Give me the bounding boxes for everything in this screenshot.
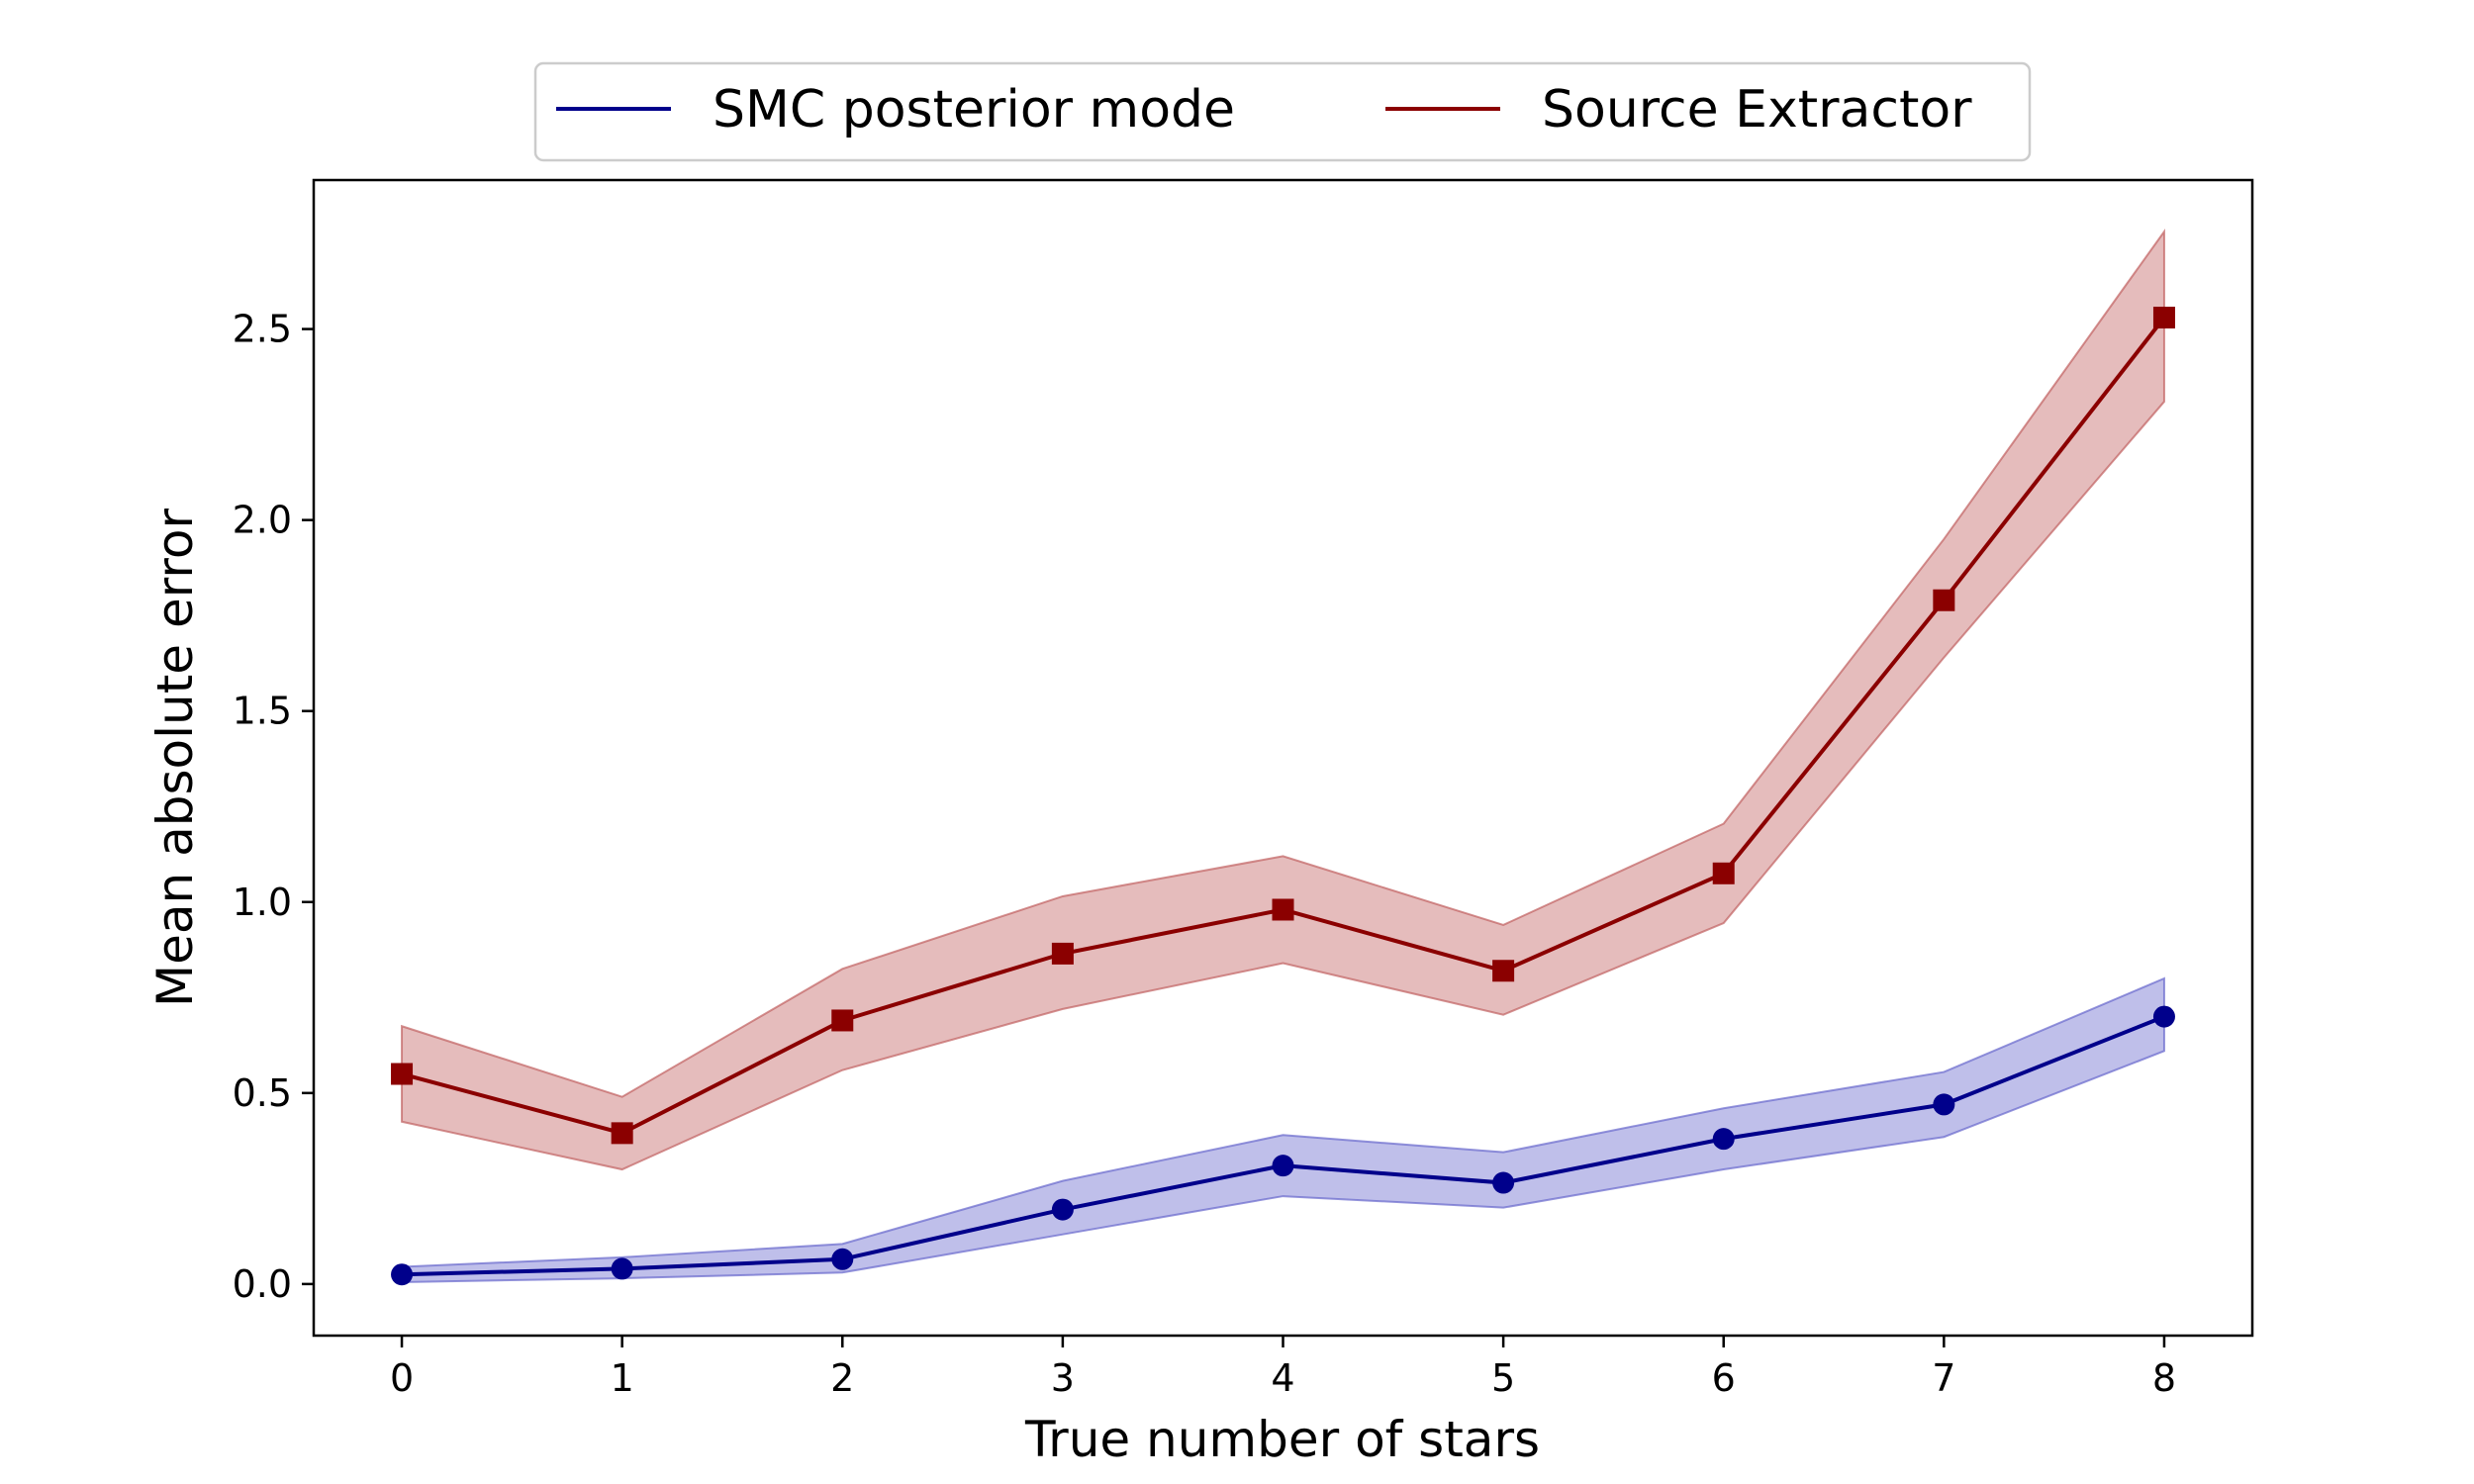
band-smc: [401, 976, 2165, 1283]
band-source-extractor: [401, 229, 2165, 1171]
point-source-extractor: [1272, 898, 1294, 921]
legend-label-smc: SMC posterior mode: [713, 80, 1235, 139]
x-tick-label: 3: [1051, 1356, 1075, 1400]
plot-area: [312, 178, 2254, 1338]
confidence-bands: [401, 229, 2165, 1283]
x-tick-label: 7: [1932, 1356, 1955, 1400]
y-tick-label: 2.0: [233, 499, 292, 542]
y-axis: 0.0 0.5 1.0 1.5 2.0 2.5: [233, 308, 314, 1306]
x-tick-label: 1: [611, 1356, 634, 1400]
point-source-extractor: [831, 1009, 854, 1032]
point-smc: [1712, 1128, 1735, 1151]
x-tick-label: 8: [2152, 1356, 2176, 1400]
x-tick-label: 0: [390, 1356, 414, 1400]
point-source-extractor: [1051, 942, 1074, 965]
x-axis-label: True number of stars: [1024, 1411, 1540, 1468]
y-axis-label: Mean absolute error: [146, 509, 204, 1007]
point-smc: [831, 1248, 854, 1270]
point-smc: [2152, 1005, 2175, 1028]
point-smc: [1051, 1198, 1074, 1221]
point-source-extractor: [391, 1063, 414, 1085]
x-tick-label: 2: [830, 1356, 854, 1400]
y-tick-label: 1.0: [233, 881, 292, 924]
point-source-extractor: [1492, 960, 1515, 982]
point-smc: [611, 1257, 633, 1280]
point-smc: [1492, 1171, 1515, 1194]
x-tick-label: 6: [1712, 1356, 1736, 1400]
point-source-extractor: [1933, 589, 1955, 611]
point-source-extractor: [1712, 862, 1735, 884]
series-markers: [391, 307, 2175, 1286]
point-smc: [391, 1263, 414, 1286]
y-tick-label: 2.5: [233, 308, 292, 351]
legend-label-source-extractor: Source Extractor: [1542, 80, 1972, 139]
y-tick-label: 0.5: [233, 1071, 292, 1115]
x-axis: 0 1 2 3 4 5 6 7 8: [390, 1336, 2176, 1400]
point-smc: [1272, 1155, 1294, 1177]
y-tick-label: 1.5: [233, 690, 292, 733]
legend: SMC posterior mode Source Extractor: [533, 61, 2032, 162]
legend-frame: [533, 61, 2032, 162]
point-smc: [1933, 1093, 1955, 1116]
point-source-extractor: [2152, 307, 2175, 329]
point-source-extractor: [611, 1122, 633, 1145]
y-tick-label: 0.0: [233, 1262, 292, 1306]
x-tick-label: 5: [1491, 1356, 1515, 1400]
x-tick-label: 4: [1271, 1356, 1294, 1400]
